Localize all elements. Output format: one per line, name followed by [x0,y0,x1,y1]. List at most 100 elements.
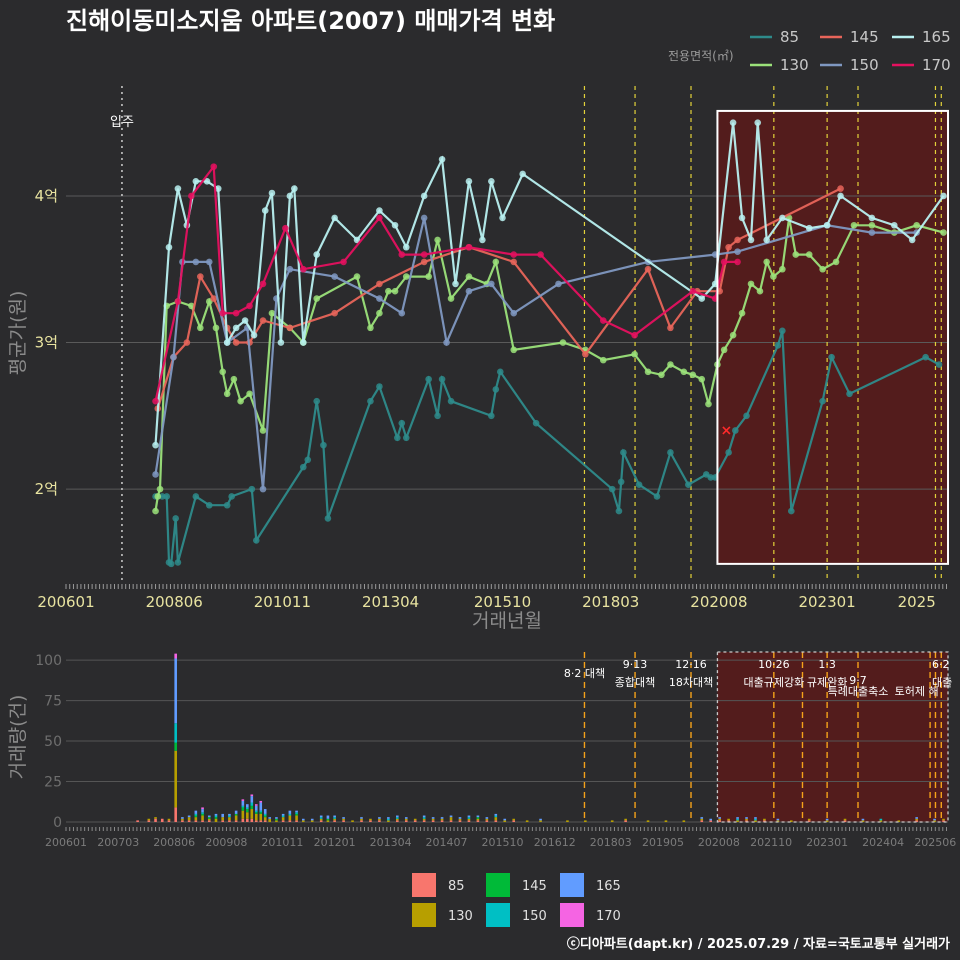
bar-145 [259,812,263,814]
bar-145 [234,813,238,816]
data-point [725,243,732,251]
data-point [246,302,253,310]
legend-item-130: 130 [750,56,809,74]
bar-165 [458,817,462,819]
x-tick-label: 201011 [254,593,311,611]
data-point [754,119,762,126]
bar-85 [228,820,231,822]
bar-130 [281,817,285,821]
data-point [203,177,211,185]
data-point [779,214,786,222]
bar-130 [467,818,471,821]
data-point [850,221,858,229]
bar-145 [295,813,298,816]
x-tick-label: 202301 [798,593,855,611]
data-point [756,287,764,295]
bar-85 [259,820,263,822]
bar-130 [736,820,739,822]
data-point [291,185,298,192]
bar-130 [539,820,542,822]
bar-130 [700,818,704,821]
data-point [277,339,285,346]
bar-stack [789,820,793,822]
bar-150 [214,815,218,818]
data-point [434,412,441,420]
bar-165 [228,813,231,816]
bar-165 [241,800,245,806]
data-point [689,287,697,295]
cancelled-marker [722,426,731,435]
legend-label: 145 [522,879,547,894]
data-point [805,224,813,232]
bar-130 [147,818,151,821]
x-tick-label: 201803 [582,593,639,611]
bar-170 [254,804,258,806]
data-point [452,280,459,288]
bar-130 [275,820,278,822]
legend-item-165: 165 [560,873,621,897]
bar-130 [897,820,901,822]
bar-150 [494,815,498,818]
data-point [465,287,473,295]
bar-85 [404,820,408,822]
data-point [385,287,392,295]
bar-165 [181,817,184,819]
bar-130 [201,815,204,821]
data-point [828,353,835,361]
bar-145 [254,812,258,814]
bar-stack [396,815,399,822]
series-165 [152,119,947,449]
data-point [747,236,755,244]
data-point [747,280,755,288]
data-point [559,339,567,346]
bar-85 [181,820,184,822]
data-point [519,170,526,178]
bar-170 [259,800,263,803]
bar-stack [234,810,238,822]
data-point [376,383,383,390]
data-point [232,309,240,317]
bar-stack [360,817,363,822]
bar-stack [485,817,489,822]
data-point [398,251,406,258]
data-point [402,243,410,251]
data-point [496,368,504,376]
x-tick-label: 202404 [862,836,904,849]
bar-150 [422,817,426,819]
bar-85 [295,820,298,822]
data-point [599,317,607,324]
bar-145 [246,809,249,813]
bar-85 [369,820,372,822]
data-point [212,324,220,332]
bar-165 [431,817,435,819]
bar-165 [387,817,390,819]
bar-145 [476,817,480,819]
x-tick-label: 200806 [146,593,203,611]
bar-stack [326,815,330,822]
bar-130 [789,820,793,822]
bar-85 [154,818,157,822]
data-point [154,493,162,500]
data-point [743,412,750,420]
bar-stack [566,820,569,822]
bar-stack [342,817,345,822]
credit-text: ⓒ디아파트(dapt.kr) / 2025.07.29 / 자료=국토교통부 실… [567,936,950,952]
bar-170 [174,653,177,659]
bar-130 [326,820,330,822]
bar-130 [494,817,498,821]
data-point [376,214,383,222]
highlight-border [716,651,949,823]
bar-165 [281,813,285,816]
bar-stack [897,820,901,822]
data-point [832,258,840,266]
bar-85 [160,818,164,822]
bar-stack [194,810,198,822]
data-point [465,243,473,251]
bar-stack [310,818,314,822]
bar-130 [754,820,757,822]
data-point [465,273,473,280]
legend-label: 130 [780,56,809,74]
data-point [174,185,182,192]
data-point [555,280,562,288]
data-point [510,309,518,317]
